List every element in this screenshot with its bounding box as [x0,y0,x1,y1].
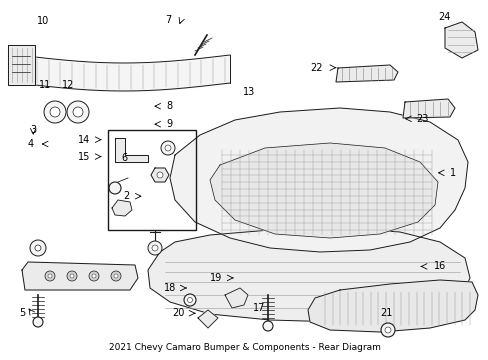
Circle shape [380,323,394,337]
Circle shape [70,274,74,278]
Circle shape [44,101,66,123]
Polygon shape [402,99,454,118]
Polygon shape [224,288,247,308]
Circle shape [384,327,390,333]
Text: 2: 2 [123,191,129,201]
Circle shape [92,274,96,278]
Text: 5: 5 [19,308,25,318]
Text: 12: 12 [62,80,75,90]
Text: 16: 16 [433,261,446,271]
Circle shape [35,245,41,251]
Circle shape [45,271,55,281]
Circle shape [48,274,52,278]
Text: 21: 21 [379,308,392,318]
Text: 9: 9 [166,119,172,129]
Text: 2021 Chevy Camaro Bumper & Components - Rear Diagram: 2021 Chevy Camaro Bumper & Components - … [108,343,380,352]
Polygon shape [151,168,169,182]
Text: 8: 8 [166,101,172,111]
Circle shape [148,241,162,255]
Circle shape [111,271,121,281]
Circle shape [30,240,46,256]
Circle shape [50,107,60,117]
Polygon shape [307,280,477,332]
Polygon shape [170,108,467,252]
Polygon shape [335,65,397,82]
Text: 15: 15 [78,152,90,162]
Text: 6: 6 [122,153,127,163]
Text: 1: 1 [449,168,455,178]
Circle shape [109,182,121,194]
Text: 14: 14 [78,135,90,145]
Circle shape [187,297,192,302]
Text: 24: 24 [437,12,449,22]
Text: 3: 3 [30,125,36,135]
Text: 22: 22 [309,63,322,73]
Circle shape [33,317,43,327]
Circle shape [164,145,171,151]
Text: 17: 17 [252,303,265,313]
Circle shape [157,172,163,178]
Polygon shape [112,200,132,216]
Polygon shape [444,22,477,58]
Polygon shape [198,310,218,328]
Polygon shape [148,228,469,322]
Polygon shape [115,138,148,162]
Polygon shape [8,45,35,85]
Text: 23: 23 [416,114,428,124]
Circle shape [114,274,118,278]
Circle shape [152,245,158,251]
Text: 7: 7 [164,15,171,25]
Text: 13: 13 [243,87,255,97]
Circle shape [161,141,175,155]
Polygon shape [22,262,138,290]
Bar [108,130,196,230]
Circle shape [263,321,272,331]
Text: 18: 18 [163,283,176,293]
Circle shape [67,271,77,281]
Text: 11: 11 [39,80,51,90]
Circle shape [67,101,89,123]
Polygon shape [209,143,437,238]
Text: 10: 10 [37,16,49,26]
Circle shape [183,294,196,306]
Text: 4: 4 [27,139,33,149]
Text: 20: 20 [172,308,184,318]
Text: 19: 19 [210,273,222,283]
Circle shape [89,271,99,281]
Circle shape [73,107,83,117]
